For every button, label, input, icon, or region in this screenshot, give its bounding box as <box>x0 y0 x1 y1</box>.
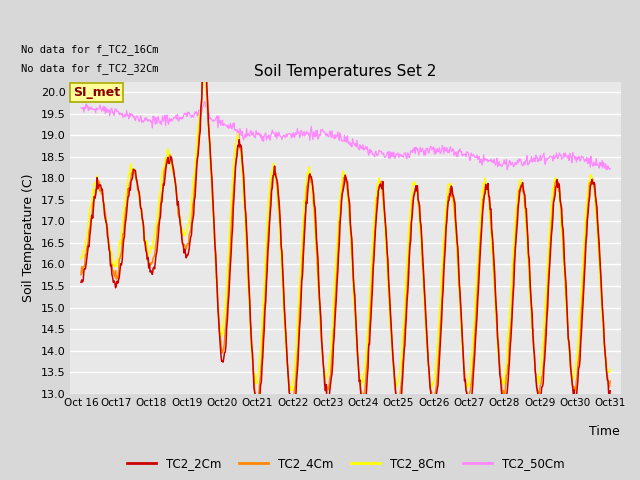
X-axis label: Time: Time <box>589 425 620 438</box>
Text: No data for f_TC2_32Cm: No data for f_TC2_32Cm <box>21 63 158 74</box>
Title: Soil Temperatures Set 2: Soil Temperatures Set 2 <box>255 64 436 79</box>
Legend: TC2_2Cm, TC2_4Cm, TC2_8Cm, TC2_50Cm: TC2_2Cm, TC2_4Cm, TC2_8Cm, TC2_50Cm <box>122 453 569 475</box>
Text: No data for f_TC2_16Cm: No data for f_TC2_16Cm <box>21 44 158 55</box>
Text: SI_met: SI_met <box>73 86 120 99</box>
Y-axis label: Soil Temperature (C): Soil Temperature (C) <box>22 173 35 302</box>
